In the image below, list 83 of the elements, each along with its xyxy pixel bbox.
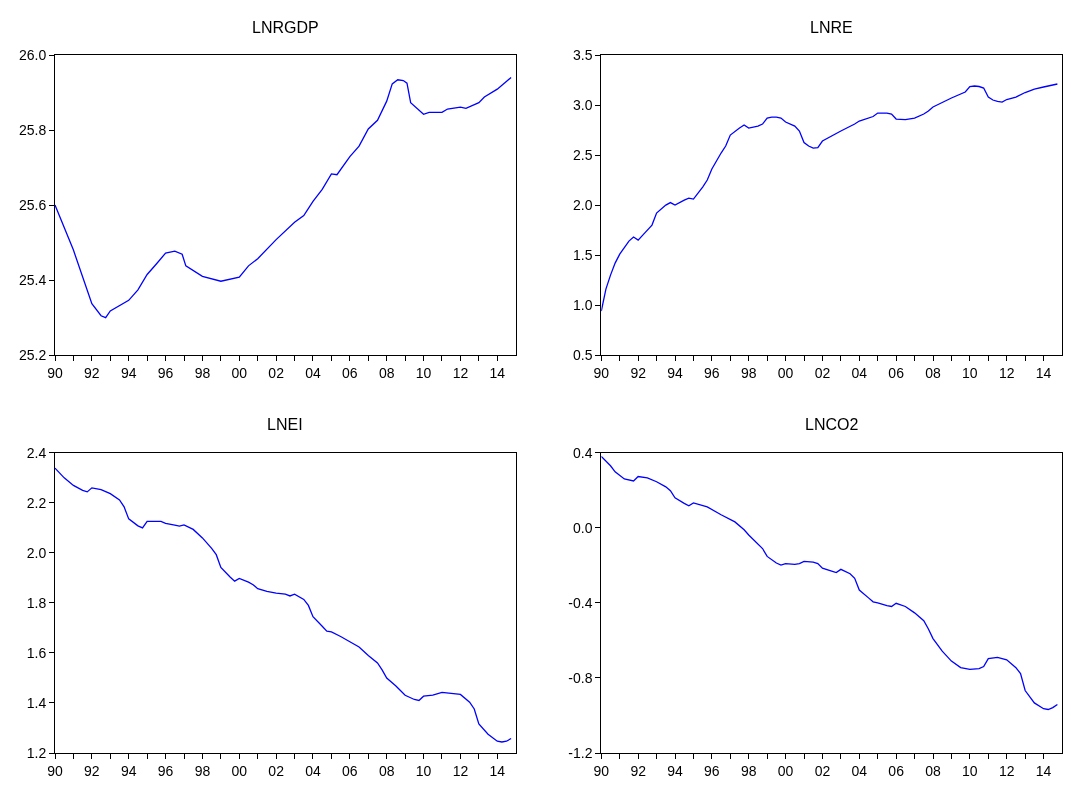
x-tick-label: 94 [120, 364, 137, 381]
x-tick-label: 08 [378, 364, 395, 381]
x-tick-label: 14 [1035, 364, 1052, 381]
y-tick-label: 0.0 [573, 519, 593, 536]
x-tick-label: 94 [667, 762, 683, 779]
x-tick-label: 10 [962, 364, 978, 381]
y-tick-label: 2.0 [573, 196, 593, 213]
y-tick-label: 1.4 [26, 694, 47, 711]
x-tick-label: 06 [888, 762, 905, 779]
x-tick-label: 90 [47, 762, 63, 779]
x-tick-label: 00 [777, 762, 794, 779]
y-tick-label: -0.8 [568, 669, 593, 686]
x-tick-label: 08 [378, 762, 395, 779]
x-tick-label: 04 [851, 364, 868, 381]
x-tick-label: 08 [925, 762, 941, 779]
x-tick-label: 96 [157, 364, 174, 381]
x-tick-label: 92 [84, 762, 100, 779]
y-tick-label: 0.5 [573, 347, 593, 364]
x-tick-label: 94 [667, 364, 683, 381]
x-tick-label: 04 [851, 762, 868, 779]
y-tick-label: 1.8 [26, 594, 47, 611]
x-tick-label: 92 [630, 762, 647, 779]
x-tick-label: 04 [305, 364, 321, 381]
y-tick-label: 25.2 [18, 347, 47, 364]
x-tick-label: 90 [593, 762, 610, 779]
x-tick-label: 10 [415, 762, 432, 779]
x-tick-label: 02 [814, 762, 831, 779]
x-tick-label: 00 [231, 762, 248, 779]
y-tick-label: 1.2 [26, 744, 47, 761]
y-tick-label: 2.5 [573, 146, 593, 163]
y-tick-label: 2.4 [26, 444, 47, 461]
y-tick-label: 25.8 [18, 121, 47, 138]
x-tick-label: 06 [342, 364, 358, 381]
y-tick-label: 25.6 [18, 196, 47, 213]
x-tick-label: 98 [740, 762, 757, 779]
line-series [55, 467, 512, 743]
x-tick-label: 92 [84, 364, 100, 381]
y-tick-label: -0.4 [568, 594, 593, 611]
y-tick-label: 26.0 [18, 46, 47, 63]
x-tick-label: 98 [194, 762, 211, 779]
x-tick-label: 98 [740, 364, 757, 381]
x-tick-label: 00 [777, 364, 794, 381]
x-tick-label: 96 [704, 762, 720, 779]
y-tick-label: 25.4 [18, 272, 47, 288]
x-tick-label: 14 [1035, 762, 1052, 779]
line-series [601, 455, 1059, 711]
x-tick-label: 98 [194, 364, 211, 381]
y-tick-label: 2.0 [26, 544, 47, 561]
x-tick-label: 02 [814, 364, 831, 381]
y-tick-label: 3.0 [573, 96, 593, 113]
line-series [55, 76, 512, 319]
y-tick-label: 1.0 [573, 297, 593, 314]
y-tick-label: 1.6 [26, 644, 47, 661]
x-tick-label: 12 [998, 762, 1015, 779]
y-tick-label: 0.4 [573, 444, 593, 461]
chart-title: LNRE [810, 19, 853, 36]
y-tick-label: 2.2 [26, 494, 47, 511]
x-tick-label: 12 [452, 364, 469, 381]
x-tick-label: 10 [415, 364, 432, 381]
x-tick-label: 08 [925, 364, 941, 381]
x-tick-label: 00 [231, 364, 248, 381]
chart-title: LNEI [267, 416, 303, 433]
x-tick-label: 90 [593, 364, 610, 381]
x-tick-label: 94 [120, 762, 137, 779]
x-tick-label: 96 [157, 762, 174, 779]
x-tick-label: 10 [962, 762, 978, 779]
x-tick-label: 12 [452, 762, 469, 779]
x-tick-label: 02 [268, 762, 285, 779]
y-tick-label: 1.5 [573, 246, 593, 263]
y-tick-label: -1.2 [568, 744, 593, 761]
x-tick-label: 14 [489, 762, 506, 779]
x-tick-label: 02 [268, 364, 285, 381]
x-tick-label: 06 [342, 762, 358, 779]
chart-title: LNRGDP [252, 19, 319, 36]
x-tick-label: 92 [630, 364, 647, 381]
x-tick-label: 12 [998, 364, 1015, 381]
x-tick-label: 06 [888, 364, 905, 381]
x-tick-label: 04 [305, 762, 321, 779]
x-tick-label: 96 [704, 364, 720, 381]
chart-title: LNCO2 [805, 416, 859, 433]
x-tick-label: 90 [47, 364, 63, 381]
x-tick-label: 14 [489, 364, 506, 381]
y-tick-label: 3.5 [573, 46, 593, 63]
